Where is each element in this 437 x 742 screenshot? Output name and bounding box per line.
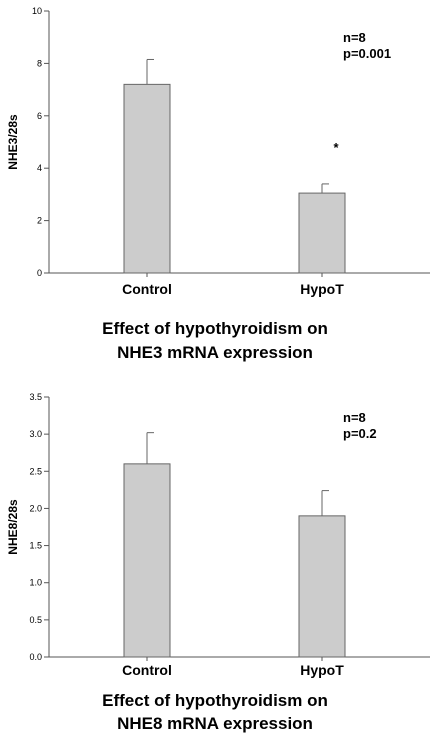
y-tick-label: 2.0 xyxy=(29,503,42,513)
y-tick-label: 3.0 xyxy=(29,429,42,439)
x-tick-label: HypoT xyxy=(300,662,344,678)
y-tick-label: 0 xyxy=(37,268,42,278)
y-tick-label: 1.0 xyxy=(29,578,42,588)
y-tick-label: 3.5 xyxy=(29,392,42,402)
y-tick-label: 4 xyxy=(37,163,42,173)
p-annotation: p=0.2 xyxy=(343,426,377,441)
chart-caption-line2: NHE3 mRNA expression xyxy=(117,343,313,362)
y-tick-label: 10 xyxy=(32,6,42,16)
y-tick-label: 6 xyxy=(37,111,42,121)
x-tick-label: Control xyxy=(122,662,172,678)
chart-caption-line1: Effect of hypothyroidism on xyxy=(102,319,328,338)
bar-hypot xyxy=(298,192,346,274)
nhe8-chart: NHE8/28s n=8 p=0.2 Effect of hypothyroid… xyxy=(6,392,430,733)
nhe3-chart: NHE3/28s n=8 p=0.001 * Effect of hypothy… xyxy=(6,6,430,362)
bar-control xyxy=(123,463,171,658)
y-axis-label: NHE8/28s xyxy=(6,499,20,555)
y-tick-label: 0.5 xyxy=(29,615,42,625)
bar-control xyxy=(123,83,171,274)
chart-caption-line1: Effect of hypothyroidism on xyxy=(102,691,328,710)
chart-caption-line2: NHE8 mRNA expression xyxy=(117,714,313,733)
y-tick-label: 2.5 xyxy=(29,466,42,476)
bar-hypot xyxy=(298,515,346,658)
x-tick-label: Control xyxy=(122,281,172,297)
p-annotation: p=0.001 xyxy=(343,46,391,61)
y-tick-label: 2 xyxy=(37,216,42,226)
y-tick-label: 8 xyxy=(37,58,42,68)
x-tick-label: HypoT xyxy=(300,281,344,297)
y-tick-label: 0.0 xyxy=(29,652,42,662)
y-axis-label: NHE3/28s xyxy=(6,114,20,170)
n-annotation: n=8 xyxy=(343,30,366,45)
significance-marker: * xyxy=(333,140,339,155)
n-annotation: n=8 xyxy=(343,410,366,425)
y-tick-label: 1.5 xyxy=(29,541,42,551)
